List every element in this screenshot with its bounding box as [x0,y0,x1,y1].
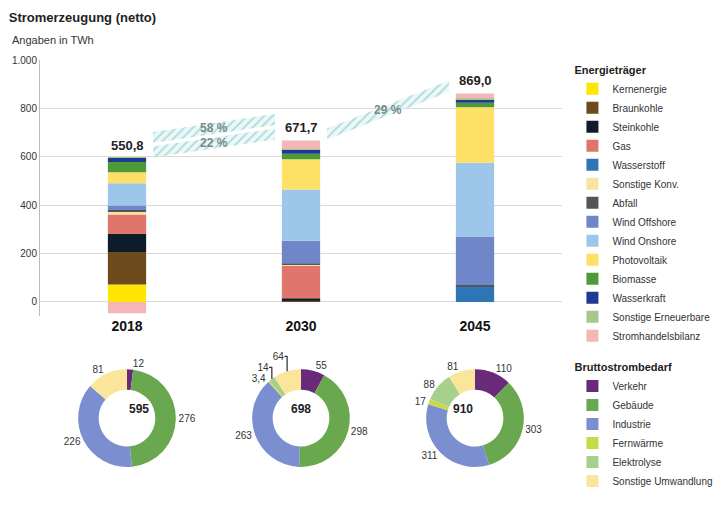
svg-text:81: 81 [92,364,104,375]
svg-text:303: 303 [525,424,542,435]
svg-text:55: 55 [316,360,328,371]
svg-text:Steinkohle: Steinkohle [612,122,659,133]
svg-text:Abfall: Abfall [612,198,637,209]
svg-text:Gebäude: Gebäude [612,400,654,411]
svg-text:Wind Offshore: Wind Offshore [612,217,676,228]
svg-text:3,4: 3,4 [252,373,266,384]
svg-text:800: 800 [20,103,37,114]
svg-text:110: 110 [496,363,512,374]
svg-text:2030: 2030 [285,318,316,334]
svg-text:29 %: 29 % [374,103,402,117]
svg-text:Sonstige Umwandlung: Sonstige Umwandlung [612,476,712,487]
svg-text:Verkehr: Verkehr [612,381,647,392]
svg-text:58 %: 58 % [200,121,228,135]
svg-text:Fernwärme: Fernwärme [612,438,663,449]
svg-text:Stromerzeugung (netto): Stromerzeugung (netto) [9,10,156,25]
svg-text:2045: 2045 [459,318,490,334]
svg-text:Braunkohle: Braunkohle [612,103,663,114]
svg-text:200: 200 [20,248,37,259]
svg-text:Sonstige Erneuerbare: Sonstige Erneuerbare [612,312,710,323]
svg-text:600: 600 [20,151,37,162]
svg-text:Kernenergie: Kernenergie [612,84,667,95]
svg-text:2018: 2018 [111,318,142,334]
svg-text:595: 595 [129,402,149,416]
svg-text:671,7: 671,7 [285,120,318,135]
svg-text:Gas: Gas [612,141,630,152]
svg-text:311: 311 [421,450,437,461]
svg-text:Elektrolyse: Elektrolyse [612,457,661,468]
svg-text:Wasserkraft: Wasserkraft [612,293,665,304]
svg-text:12: 12 [133,358,145,369]
svg-text:Angaben in TWh: Angaben in TWh [12,34,94,46]
svg-text:Stromhandelsbilanz: Stromhandelsbilanz [612,331,700,342]
svg-text:81: 81 [447,361,459,372]
svg-text:Biomasse: Biomasse [612,274,656,285]
svg-text:1.000: 1.000 [12,55,37,66]
svg-text:276: 276 [179,413,196,424]
svg-text:Photovoltaik: Photovoltaik [612,255,667,266]
svg-text:64: 64 [273,351,285,362]
svg-text:22 %: 22 % [200,136,228,150]
svg-text:0: 0 [31,296,37,307]
svg-text:Wind Onshore: Wind Onshore [612,236,676,247]
svg-text:869,0: 869,0 [459,73,492,88]
svg-text:298: 298 [351,426,368,437]
svg-text:910: 910 [453,402,473,416]
svg-text:263: 263 [235,430,252,441]
svg-text:698: 698 [291,402,311,416]
svg-text:Industrie: Industrie [612,419,651,430]
svg-text:Wasserstoff: Wasserstoff [612,160,664,171]
svg-text:88: 88 [424,379,436,390]
svg-text:226: 226 [64,436,81,447]
svg-text:Energieträger: Energieträger [574,64,646,76]
svg-text:550,8: 550,8 [111,138,144,153]
svg-text:400: 400 [20,200,37,211]
svg-text:14: 14 [258,362,270,373]
svg-text:Bruttostrombedarf: Bruttostrombedarf [574,361,672,373]
svg-text:17: 17 [415,396,427,407]
svg-text:Sonstige Konv.: Sonstige Konv. [612,179,679,190]
